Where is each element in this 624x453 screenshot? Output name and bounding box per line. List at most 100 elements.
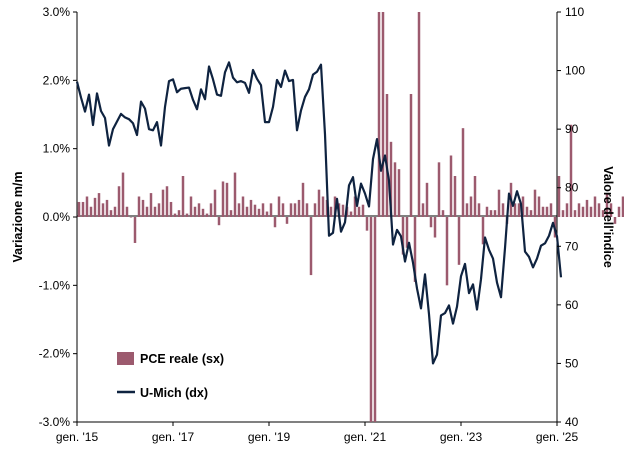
pce-bar (565, 203, 569, 217)
pce-bar (317, 189, 321, 217)
pce-bar (205, 213, 209, 217)
pce-bar (133, 217, 137, 243)
pce-bar (381, 12, 385, 217)
pce-bar (489, 210, 493, 217)
pce-bar (145, 206, 149, 217)
pce-bar (561, 210, 565, 217)
pce-bar (445, 217, 449, 286)
right-tick-label: 90 (565, 122, 579, 136)
left-tick-label: -2.0% (39, 347, 71, 361)
pce-bar (141, 199, 145, 217)
pce-bar (457, 217, 461, 265)
pce-bar (185, 213, 189, 217)
pce-bar (437, 162, 441, 217)
pce-bar (281, 203, 285, 217)
pce-bar (201, 208, 205, 217)
pce-bar (581, 206, 585, 217)
pce-bar (117, 186, 121, 217)
pce-bar (617, 206, 621, 217)
pce-bar (393, 162, 397, 217)
pce-bar (389, 141, 393, 217)
pce-bar (153, 206, 157, 217)
right-tick-label: 70 (565, 239, 579, 253)
pce-bar (397, 169, 401, 217)
pce-bar (277, 196, 281, 217)
right-tick-label: 60 (565, 298, 579, 312)
pce-bar (417, 12, 421, 217)
pce-bar (341, 204, 345, 217)
pce-bar (385, 94, 389, 217)
right-tick-label: 110 (565, 5, 584, 19)
pce-bar (245, 206, 249, 217)
pce-bar (501, 203, 505, 217)
pce-bar (165, 186, 169, 217)
pce-bar (513, 203, 517, 217)
umich-line-group (75, 61, 563, 365)
pce-bar (377, 12, 381, 217)
pce-bar (425, 182, 429, 217)
pce-bar (485, 206, 489, 217)
pce-bar (409, 94, 413, 217)
left-tick-label: -1.0% (39, 278, 71, 292)
pce-bar (121, 172, 125, 217)
pce-bar (293, 203, 297, 217)
pce-bar (321, 196, 325, 217)
pce-bar (101, 203, 105, 217)
pce-bar (261, 203, 265, 217)
pce-bar (373, 217, 377, 422)
pce-bar (113, 206, 117, 217)
legend-swatch-pce (117, 352, 134, 365)
legend-label-umich: U-Mich (dx) (140, 386, 208, 400)
pce-bars-group (77, 12, 624, 422)
pce-bar (585, 199, 589, 217)
pce-bar (569, 124, 573, 217)
pce-bar (529, 210, 533, 217)
pce-bar (481, 217, 485, 245)
pce-bar (405, 217, 409, 248)
pce-bar (537, 196, 541, 217)
pce-bar (169, 201, 173, 217)
pce-bar (193, 206, 197, 217)
pce-bar (589, 206, 593, 217)
pce-bar (365, 217, 369, 231)
pce-bar (369, 217, 373, 422)
pce-bar (549, 203, 553, 217)
left-tick-labels: 3.0% 2.0% 1.0% 0.0% -1.0% -2.0% -3.0% (39, 5, 71, 429)
pce-bar (525, 206, 529, 217)
pce-bar (533, 189, 537, 217)
legend: PCE reale (sx) U-Mich (dx) (117, 352, 224, 400)
pce-bar (357, 206, 361, 217)
pce-bar (497, 189, 501, 217)
x-tick-label: gen. '17 (152, 430, 195, 444)
pce-bar (301, 182, 305, 217)
pce-bar (421, 203, 425, 217)
pce-bar (289, 203, 293, 217)
pce-bar (453, 176, 457, 217)
pce-bar (221, 181, 225, 217)
pce-bar (305, 203, 309, 217)
pce-bar (229, 210, 233, 217)
x-tick-label: gen. '15 (56, 430, 99, 444)
pce-bar (541, 206, 545, 217)
pce-bar (209, 203, 213, 217)
pce-bar (161, 189, 165, 217)
pce-bar (97, 193, 101, 217)
right-tick-labels: 110 100 90 80 70 60 50 40 (565, 5, 585, 429)
pce-bar (253, 204, 257, 217)
pce-bar (125, 206, 129, 217)
pce-bar (461, 128, 465, 217)
pce-bar (601, 210, 605, 217)
right-axis-title: Valore dell'indice (601, 166, 615, 268)
pce-bar (197, 203, 201, 217)
pce-bar (93, 197, 97, 217)
pce-bar (521, 196, 525, 217)
pce-bar (105, 199, 109, 217)
pce-bar (269, 203, 273, 217)
pce-bar (545, 206, 549, 217)
pce-bar (157, 203, 161, 217)
right-tick-label: 50 (565, 356, 579, 370)
pce-bar (465, 203, 469, 217)
left-tick-label: 0.0% (43, 210, 71, 224)
pce-bar (181, 176, 185, 217)
pce-bar (493, 210, 497, 217)
